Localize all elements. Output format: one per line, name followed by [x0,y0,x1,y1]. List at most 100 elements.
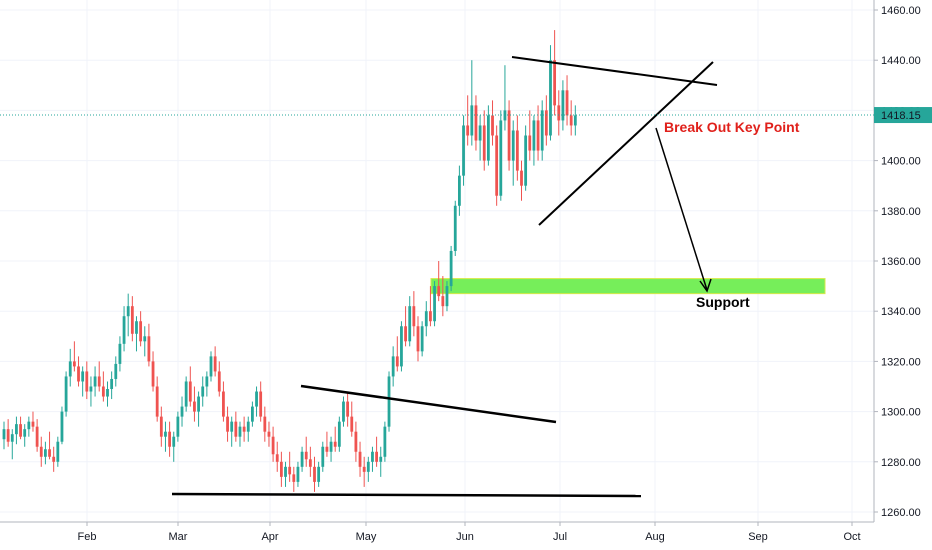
candle-body [39,446,43,457]
candle [515,115,519,181]
candle [130,296,134,342]
y-tick-label: 1360.00 [881,256,921,268]
candle-body [288,466,292,475]
candle-body [358,451,362,467]
y-tick-label: 1300.00 [881,407,921,419]
candle-body [561,90,565,121]
candle-body [507,110,511,161]
candle [573,105,577,136]
candle [48,431,51,460]
x-tick-label: Oct [843,531,860,543]
y-tick-label: 1340.00 [881,306,921,318]
candle [246,416,250,442]
candle [420,321,424,357]
candle-body [31,421,35,427]
candle-body [391,356,395,377]
support-zone-layer [430,278,826,295]
candle-body [511,130,515,161]
candle-body [466,125,470,136]
candle [304,436,308,467]
candle [532,115,536,166]
candle [561,80,565,131]
candle [60,406,64,445]
candle-body [226,416,229,432]
candle [93,366,97,397]
candle-body [168,431,171,447]
candle-body [520,170,523,186]
candle [97,361,101,392]
candle-body [106,389,109,397]
breakout-arrow-head [699,278,712,293]
candle [143,326,147,357]
candle [569,100,573,136]
candle [139,311,143,347]
candle [275,441,279,472]
candle-body [321,446,325,467]
candle-body [184,381,188,407]
candle-body [383,426,387,457]
bottom-support-line [171,492,642,498]
candle [391,346,395,387]
candle-body [275,454,279,462]
candle-body [93,376,97,387]
candle [482,110,486,171]
candle-body [557,105,561,121]
candle-body [271,436,275,455]
candle-body [553,60,557,106]
candle [164,421,167,452]
x-tick-label: Mar [169,531,188,543]
candle [101,371,105,402]
candle-body [151,361,155,387]
candle [474,95,478,151]
candle [255,386,258,417]
candle-body [284,466,287,477]
candle-body [52,456,56,462]
candle-body [495,135,499,196]
candle-body [89,386,93,392]
candle-body [114,363,118,379]
candle [35,419,39,452]
candle-body [445,286,449,307]
candle-body [172,436,176,447]
candle [553,30,557,116]
candle-body [101,386,105,397]
last-price-marker: 1418.15 [0,107,932,124]
candle [342,396,345,427]
support-zone [430,278,826,295]
x-tick-label: Apr [261,531,278,543]
candle [387,371,391,432]
x-tick-label: Jun [456,531,474,543]
candle [6,419,10,447]
candle [346,391,350,427]
candle [77,356,80,387]
y-axis-ticks: 1260.00 1280.00 1300.00 1320.00 1340.00 1360.… [874,5,921,519]
descending-resistance-line [300,384,557,424]
triangle-upper-line [511,56,718,86]
x-tick-label: Jul [553,531,567,543]
candle [375,436,378,467]
candle [251,401,254,427]
candle [313,456,316,492]
candle-body [482,125,486,161]
candle-body [337,421,341,447]
candle-body [569,115,573,126]
candle-body [346,401,350,417]
candle [383,421,387,462]
candle [226,406,229,442]
candle [19,416,22,440]
candle-body [300,451,304,467]
candle [217,361,221,397]
candle-body [85,371,89,392]
candle-body [453,205,457,251]
candle-body [486,115,490,161]
candle-body [491,115,494,136]
candle [540,100,544,161]
candle [507,100,511,171]
candle [470,60,474,146]
candle [350,401,354,437]
candle-body [222,391,225,417]
candle-body [317,466,321,482]
last-price-badge [874,107,932,124]
candle [263,406,267,442]
